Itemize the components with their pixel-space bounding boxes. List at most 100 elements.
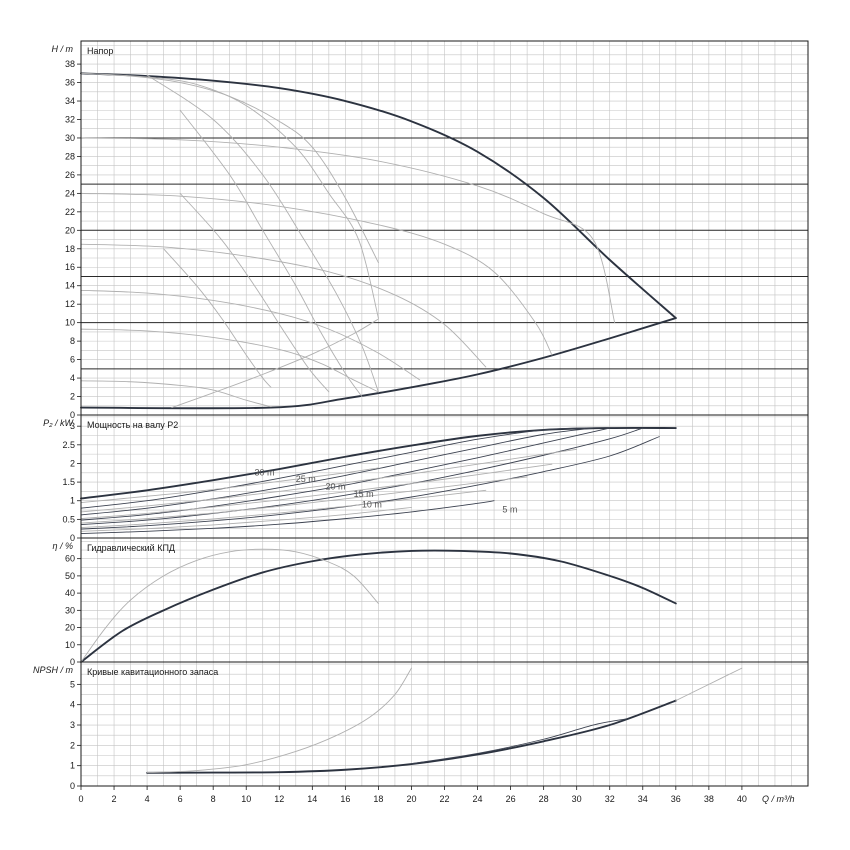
power-y-tick-label: 0.5 [62,514,75,524]
power-curve-thin [80,427,594,516]
head-y-tick-label: 2 [70,392,75,402]
head-y-tick-label: 6 [70,355,75,365]
head-y-tick-label: 30 [65,133,75,143]
x-tick-label: 30 [572,794,582,804]
frame-layer [77,40,809,790]
head-y-tick-label: 22 [65,207,75,217]
efficiency-y-axis-label: η / % [52,541,73,551]
head-curve-light [80,380,272,408]
efficiency-y-tick-label: 50 [65,571,75,581]
efficiency-y-tick-label: 0 [70,657,75,667]
head-y-tick-label: 14 [65,281,75,291]
x-tick-label: 14 [307,794,317,804]
head-curve-light [171,318,379,409]
npsh-curve-light [675,667,743,702]
power-curve-light [80,476,528,524]
head-y-tick-label: 10 [65,318,75,328]
efficiency-y-tick-label: 60 [65,554,75,564]
head-curve-light [80,328,379,393]
npsh-panel-title: Кривые кавитационного запаса [87,667,218,677]
head-y-tick-label: 34 [65,96,75,106]
head-curve-light [80,137,616,324]
head-y-axis-label: H / m [52,44,74,54]
power-curve-thin [80,427,586,509]
efficiency-panel-title: Гидравлический КПД [87,543,175,553]
x-tick-label: 10 [241,794,251,804]
head-curve-light [179,109,363,397]
power-y-tick-label: 1.5 [62,477,75,487]
head-y-tick-label: 36 [65,78,75,88]
head-y-tick-label: 38 [65,59,75,69]
x-tick-label: 4 [145,794,150,804]
x-tick-label: 22 [439,794,449,804]
head-curve-dark [80,317,677,410]
x-tick-label: 2 [112,794,117,804]
power-curve-light [80,467,379,504]
power-curve-light [80,463,553,520]
efficiency-curve-dark [80,549,677,663]
npsh-curve-thin [411,718,627,765]
head-curve-light [146,74,379,393]
x-tick-label: 12 [274,794,284,804]
head-y-tick-label: 24 [65,188,75,198]
efficiency-y-tick-label: 20 [65,623,75,633]
power-curve-light [80,489,487,529]
efficiency-y-tick-label: 40 [65,588,75,598]
x-tick-label: 18 [373,794,383,804]
efficiency-curve-light [80,548,379,663]
x-tick-label: 26 [506,794,516,804]
npsh-y-tick-label: 5 [70,679,75,689]
curves-layer [80,72,743,774]
npsh-curve-light [146,667,412,774]
head-curve-light [80,192,553,356]
efficiency-y-tick-label: 30 [65,605,75,615]
npsh-y-tick-label: 0 [70,781,75,791]
power-curve-label: 20 m [326,482,346,492]
power-y-tick-label: 2 [70,458,75,468]
head-y-tick-label: 20 [65,225,75,235]
head-y-tick-label: 0 [70,410,75,420]
power-panel-title: Мощность на валу P2 [87,420,178,430]
x-axis-label: Q / m³/h [762,794,795,804]
npsh-y-tick-label: 4 [70,700,75,710]
power-y-tick-label: 2.5 [62,440,75,450]
power-curve-thin [80,436,660,530]
x-tick-label: 36 [671,794,681,804]
x-tick-label: 28 [539,794,549,804]
head-y-tick-label: 18 [65,244,75,254]
npsh-y-axis-label: NPSH / m [33,665,74,675]
x-tick-label: 20 [406,794,416,804]
head-y-tick-label: 12 [65,299,75,309]
x-tick-label: 16 [340,794,350,804]
head-curve-light [80,289,421,381]
head-curve-light [80,72,379,264]
head-y-tick-label: 16 [65,262,75,272]
head-curve-light [179,192,330,393]
power-curve-thin [80,427,644,526]
x-tick-label: 8 [211,794,216,804]
head-y-tick-label: 26 [65,170,75,180]
power-curve-label: 15 m [354,489,374,499]
x-tick-label: 0 [78,794,83,804]
power-curve-label: 25 m [296,474,316,484]
power-y-tick-label: 1 [70,496,75,506]
head-curve-dark [80,72,677,319]
power-curve-light [80,448,578,513]
power-curve-label: 10 m [362,499,382,509]
x-tick-label: 34 [638,794,648,804]
npsh-y-tick-label: 1 [70,761,75,771]
x-tick-label: 24 [473,794,483,804]
head-curve-light [163,248,272,388]
power-curve-thin [80,427,611,521]
x-tick-label: 6 [178,794,183,804]
head-y-tick-label: 8 [70,336,75,346]
x-tick-label: 40 [737,794,747,804]
efficiency-y-tick-label: 10 [65,640,75,650]
power-curve-label: 30 m [254,467,274,477]
power-curve-light [80,506,412,532]
power-y-axis-label: P₂ / kW [43,418,74,428]
power-curve-thin [80,500,495,534]
head-y-tick-label: 4 [70,373,75,383]
